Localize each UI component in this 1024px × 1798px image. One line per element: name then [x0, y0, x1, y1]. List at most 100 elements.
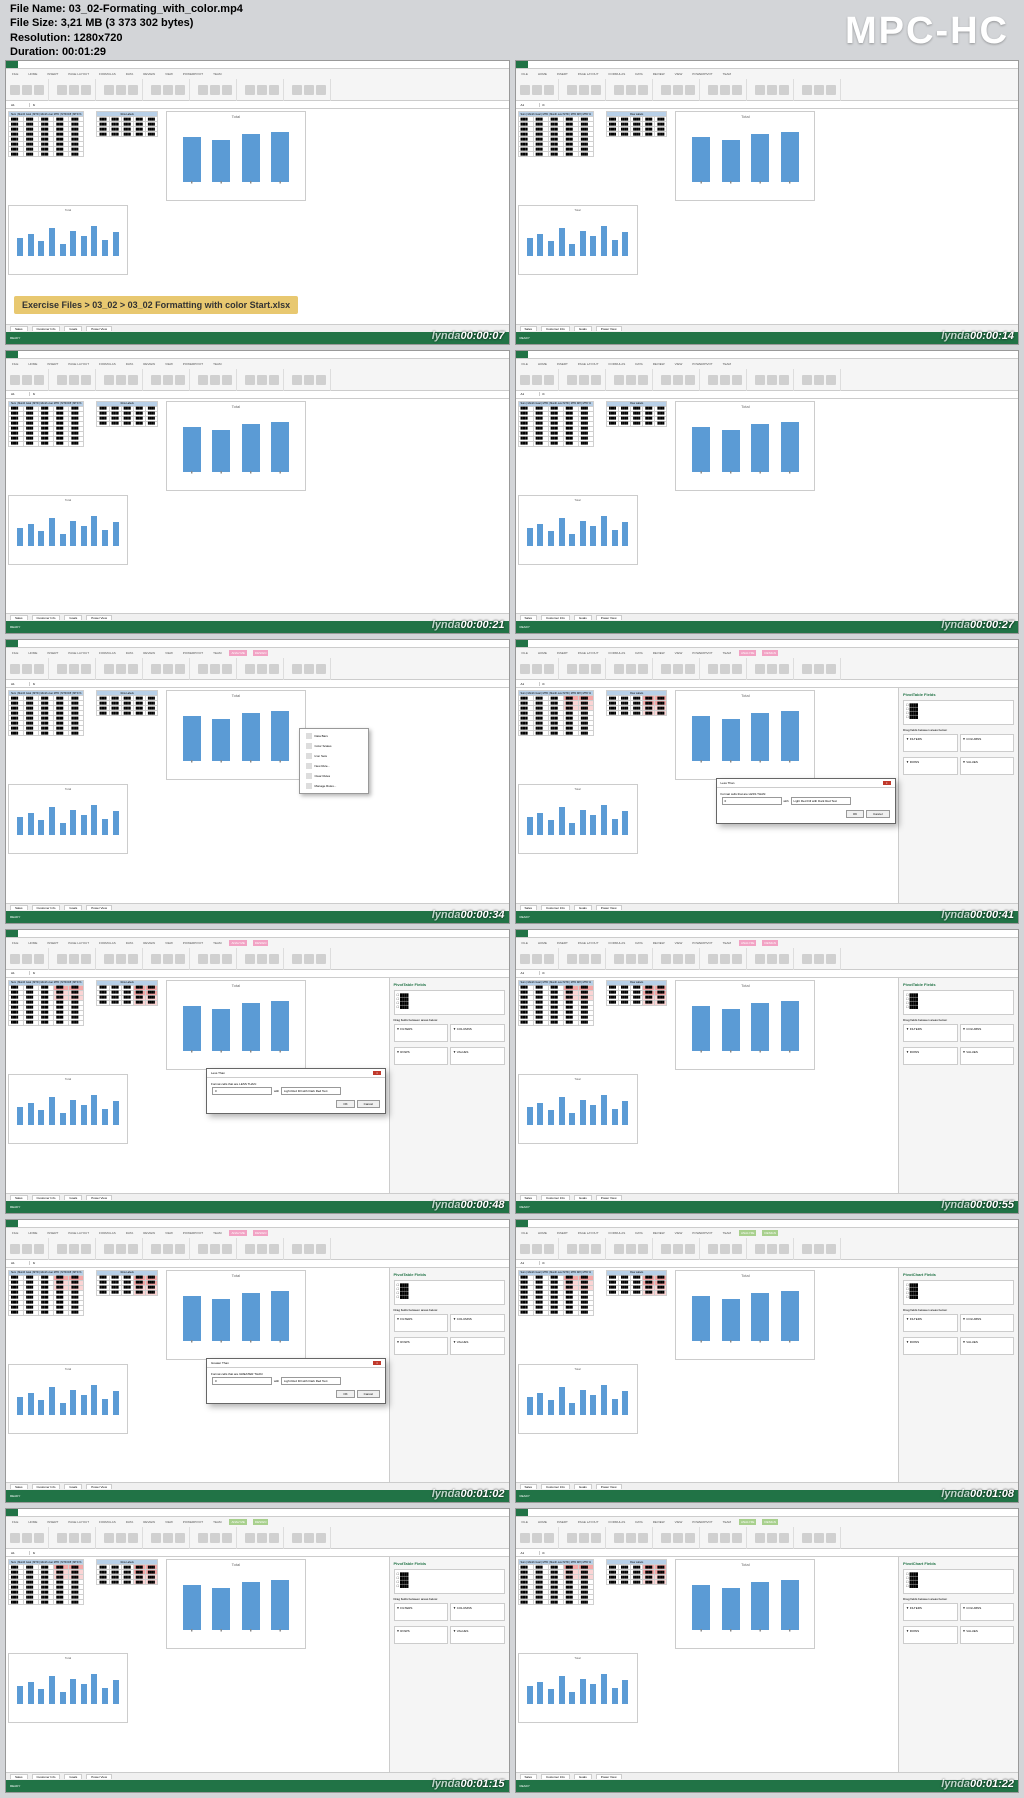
formula-bar[interactable]: A1fx	[6, 391, 509, 399]
worksheet[interactable]: Sum | Month Goal | MTD | Month over MTD …	[516, 978, 899, 1199]
worksheet[interactable]: Sum | Month Goal | MTD | Month over MTD …	[6, 1268, 389, 1489]
excel-ribbon[interactable]: FILEHOMEINSERTPAGE LAYOUTFORMULASDATAREV…	[6, 648, 509, 680]
video-thumbnail[interactable]: FILEHOMEINSERTPAGE LAYOUTFORMULASDATAREV…	[515, 929, 1020, 1214]
summary-table[interactable]: Row Labels █████████████████████████████…	[96, 690, 157, 780]
worksheet[interactable]: Sum | Month Goal | MTD | Month over MTD …	[516, 399, 1019, 620]
trend-chart[interactable]: Total	[518, 784, 638, 854]
trend-chart[interactable]: Total	[518, 1074, 638, 1144]
summary-table[interactable]: Row Labels █████████████████████████████…	[96, 1270, 157, 1360]
excel-ribbon[interactable]: FILEHOMEINSERTPAGE LAYOUTFORMULASDATAREV…	[516, 648, 1019, 680]
bar-chart[interactable]: Total ████	[675, 1559, 815, 1649]
formula-bar[interactable]: A1fx	[6, 680, 509, 688]
excel-ribbon[interactable]: FILEHOMEINSERTPAGE LAYOUTFORMULASDATAREV…	[516, 938, 1019, 970]
pivot-table[interactable]: Sum | Month Goal | MTD | Month over MTD …	[518, 690, 594, 780]
worksheet[interactable]: Sum | Month Goal | MTD | Month over MTD …	[516, 688, 899, 909]
bar-chart[interactable]: Total ████	[675, 401, 815, 491]
trend-chart[interactable]: Total	[518, 1364, 638, 1434]
excel-ribbon[interactable]: FILEHOMEINSERTPAGE LAYOUTFORMULASDATAREV…	[6, 1517, 509, 1549]
formula-bar[interactable]: A1fx	[516, 970, 1019, 978]
pivot-table[interactable]: Sum | Month Goal | MTD | Month over MTD …	[518, 401, 594, 491]
field-panel[interactable]: PivotTable Fields ☐ ████☐ ████☐ ████☐ ██…	[389, 1557, 509, 1778]
formula-bar[interactable]: A1fx	[516, 1260, 1019, 1268]
summary-table[interactable]: Row Labels █████████████████████████████…	[606, 401, 667, 491]
bar-chart[interactable]: Total ████	[166, 980, 306, 1070]
bar-chart[interactable]: Total ████	[166, 1270, 306, 1360]
worksheet[interactable]: Sum | Month Goal | MTD | Month over MTD …	[6, 399, 509, 620]
excel-ribbon[interactable]: FILEHOMEINSERTPAGE LAYOUTFORMULASDATAREV…	[6, 1228, 509, 1260]
excel-ribbon[interactable]: FILEHOMEINSERTPAGE LAYOUTFORMULASDATAREV…	[6, 359, 509, 391]
conditional-format-menu[interactable]: Data BarsColor ScalesIcon SetsNew Rule..…	[299, 728, 369, 794]
excel-ribbon[interactable]: FILEHOMEINSERTPAGE LAYOUTFORMULASDATAREV…	[6, 69, 509, 101]
pivot-table[interactable]: Sum | Month Goal | MTD | Month over MTD …	[518, 1270, 594, 1360]
video-thumbnail[interactable]: FILEHOMEINSERTPAGE LAYOUTFORMULASDATAREV…	[515, 639, 1020, 924]
formula-bar[interactable]: A1fx	[6, 1260, 509, 1268]
video-thumbnail[interactable]: FILEHOMEINSERTPAGE LAYOUTFORMULASDATAREV…	[5, 1219, 510, 1504]
summary-table[interactable]: Row Labels █████████████████████████████…	[606, 111, 667, 201]
video-thumbnail[interactable]: FILEHOMEINSERTPAGE LAYOUTFORMULASDATAREV…	[5, 639, 510, 924]
formula-bar[interactable]: A1fx	[6, 101, 509, 109]
trend-chart[interactable]: Total	[8, 1074, 128, 1144]
summary-table[interactable]: Row Labels █████████████████████████████…	[96, 1559, 157, 1649]
excel-ribbon[interactable]: FILEHOMEINSERTPAGE LAYOUTFORMULASDATAREV…	[6, 938, 509, 970]
field-panel[interactable]: PivotChart Fields ☐ ████☐ ████☐ ████☐ ██…	[898, 1268, 1018, 1489]
summary-table[interactable]: Row Labels █████████████████████████████…	[96, 111, 157, 201]
summary-table[interactable]: Row Labels █████████████████████████████…	[606, 1270, 667, 1360]
format-dialog[interactable]: Less Than× Format cells that are LESS TH…	[206, 1068, 386, 1114]
excel-ribbon[interactable]: FILEHOMEINSERTPAGE LAYOUTFORMULASDATAREV…	[516, 359, 1019, 391]
pivot-table[interactable]: Sum | Month Goal | MTD | Month over MTD …	[518, 980, 594, 1070]
trend-chart[interactable]: Total	[8, 784, 128, 854]
summary-table[interactable]: Row Labels █████████████████████████████…	[606, 690, 667, 780]
bar-chart[interactable]: Total ████	[675, 690, 815, 780]
trend-chart[interactable]: Total	[518, 205, 638, 275]
excel-ribbon[interactable]: FILEHOMEINSERTPAGE LAYOUTFORMULASDATAREV…	[516, 1228, 1019, 1260]
video-thumbnail[interactable]: FILEHOMEINSERTPAGE LAYOUTFORMULASDATAREV…	[5, 929, 510, 1214]
pivot-table[interactable]: Sum | Month Goal | MTD | Month over MTD …	[518, 1559, 594, 1649]
bar-chart[interactable]: Total ████	[166, 690, 306, 780]
formula-bar[interactable]: A1fx	[516, 1549, 1019, 1557]
video-thumbnail[interactable]: FILEHOMEINSERTPAGE LAYOUTFORMULASDATAREV…	[515, 350, 1020, 635]
summary-table[interactable]: Row Labels █████████████████████████████…	[96, 401, 157, 491]
trend-chart[interactable]: Total	[518, 1653, 638, 1723]
formula-bar[interactable]: A1fx	[6, 970, 509, 978]
pivot-table[interactable]: Sum | Month Goal | MTD | Month over MTD …	[518, 111, 594, 201]
format-dialog[interactable]: Less Than× Format cells that are LESS TH…	[716, 778, 896, 824]
video-thumbnail[interactable]: FILEHOMEINSERTPAGE LAYOUTFORMULASDATAREV…	[5, 60, 510, 345]
bar-chart[interactable]: Total ████	[166, 401, 306, 491]
bar-chart[interactable]: Total ████	[675, 111, 815, 201]
worksheet[interactable]: Sum | Month Goal | MTD | Month over MTD …	[6, 978, 389, 1199]
trend-chart[interactable]: Total	[518, 495, 638, 565]
excel-ribbon[interactable]: FILEHOMEINSERTPAGE LAYOUTFORMULASDATAREV…	[516, 69, 1019, 101]
summary-table[interactable]: Row Labels █████████████████████████████…	[96, 980, 157, 1070]
summary-table[interactable]: Row Labels █████████████████████████████…	[606, 980, 667, 1070]
field-panel[interactable]: PivotChart Fields ☐ ████☐ ████☐ ████☐ ██…	[898, 1557, 1018, 1778]
formula-bar[interactable]: A1fx	[516, 680, 1019, 688]
formula-bar[interactable]: A1fx	[6, 1549, 509, 1557]
worksheet[interactable]: Sum | Month Goal | MTD | Month over MTD …	[6, 688, 509, 909]
video-thumbnail[interactable]: FILEHOMEINSERTPAGE LAYOUTFORMULASDATAREV…	[5, 350, 510, 635]
video-thumbnail[interactable]: FILEHOMEINSERTPAGE LAYOUTFORMULASDATAREV…	[515, 1508, 1020, 1793]
field-panel[interactable]: PivotTable Fields ☐ ████☐ ████☐ ████☐ ██…	[389, 978, 509, 1199]
format-dialog[interactable]: Greater Than× Format cells that are GREA…	[206, 1358, 386, 1404]
trend-chart[interactable]: Total	[8, 1653, 128, 1723]
bar-chart[interactable]: Total ████	[675, 1270, 815, 1360]
pivot-table[interactable]: Sum | Month Goal | MTD | Month over MTD …	[8, 1559, 84, 1649]
excel-ribbon[interactable]: FILEHOMEINSERTPAGE LAYOUTFORMULASDATAREV…	[516, 1517, 1019, 1549]
worksheet[interactable]: Sum | Month Goal | MTD | Month over MTD …	[516, 1557, 899, 1778]
worksheet[interactable]: Sum | Month Goal | MTD | Month over MTD …	[516, 1268, 899, 1489]
pivot-table[interactable]: Sum | Month Goal | MTD | Month over MTD …	[8, 1270, 84, 1360]
pivot-table[interactable]: Sum | Month Goal | MTD | Month over MTD …	[8, 690, 84, 780]
formula-bar[interactable]: A1fx	[516, 391, 1019, 399]
bar-chart[interactable]: Total ████	[166, 1559, 306, 1649]
trend-chart[interactable]: Total	[8, 205, 128, 275]
worksheet[interactable]: Sum | Month Goal | MTD | Month over MTD …	[516, 109, 1019, 330]
bar-chart[interactable]: Total ████	[675, 980, 815, 1070]
pivot-table[interactable]: Sum | Month Goal | MTD | Month over MTD …	[8, 111, 84, 201]
field-panel[interactable]: PivotTable Fields ☐ ████☐ ████☐ ████☐ ██…	[389, 1268, 509, 1489]
worksheet[interactable]: Sum | Month Goal | MTD | Month over MTD …	[6, 1557, 389, 1778]
formula-bar[interactable]: A1fx	[516, 101, 1019, 109]
trend-chart[interactable]: Total	[8, 1364, 128, 1434]
field-panel[interactable]: PivotTable Fields ☐ ████☐ ████☐ ████☐ ██…	[898, 688, 1018, 909]
video-thumbnail[interactable]: FILEHOMEINSERTPAGE LAYOUTFORMULASDATAREV…	[5, 1508, 510, 1793]
video-thumbnail[interactable]: FILEHOMEINSERTPAGE LAYOUTFORMULASDATAREV…	[515, 1219, 1020, 1504]
bar-chart[interactable]: Total ████	[166, 111, 306, 201]
